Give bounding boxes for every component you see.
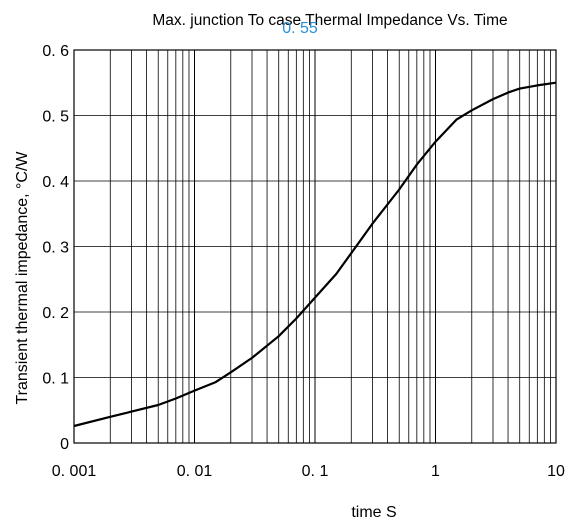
y-tick-label: 0. 4	[42, 174, 69, 191]
y-tick-label: 0. 5	[42, 109, 69, 126]
grid	[73, 49, 556, 444]
x-tick-label: 0. 1	[302, 463, 329, 480]
x-tick-label: 0. 001	[52, 463, 97, 480]
x-tick-label: 0. 01	[177, 463, 213, 480]
x-tick-label: 1	[431, 463, 440, 480]
y-tick-label: 0. 3	[42, 240, 69, 257]
y-axis-label: Transient thermal impedance, °C/W	[14, 151, 31, 405]
series-line	[73, 81, 557, 428]
y-tick-label: 0. 2	[42, 305, 69, 322]
chart-title: Max. junction To case Thermal Impedance …	[152, 12, 507, 29]
y-tick-label: 0. 1	[42, 371, 69, 388]
value-annotation: 0. 55	[282, 20, 318, 37]
y-tick-label: 0	[60, 436, 69, 453]
y-tick-label: 0. 6	[42, 43, 69, 60]
x-axis-label: time S	[351, 504, 396, 521]
x-tick-label: 10	[547, 463, 565, 480]
curve-group	[73, 81, 557, 428]
y-tick-labels: 0 0. 1 0. 2 0. 3 0. 4 0. 5 0. 6	[42, 43, 69, 453]
plot-frame	[73, 49, 557, 444]
x-tick-labels: 0. 001 0. 01 0. 1 1 10	[52, 463, 565, 480]
